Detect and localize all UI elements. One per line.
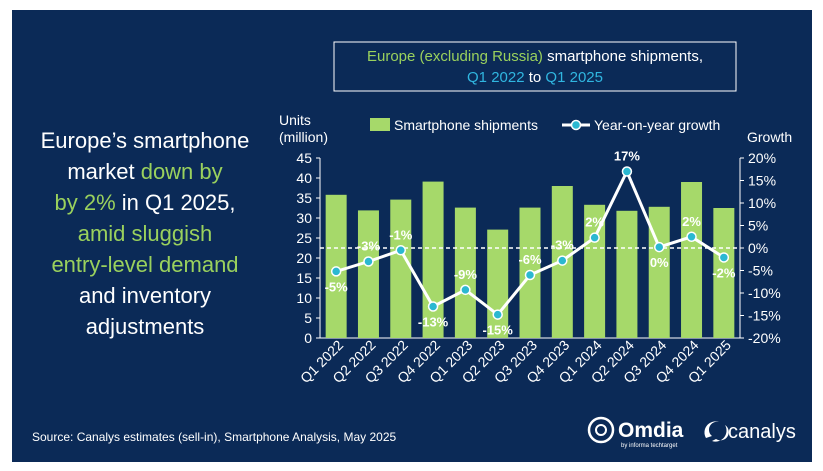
- growth-marker: [492, 309, 503, 320]
- growth-point-label: -9%: [454, 267, 478, 282]
- right-axis-title: Growth: [747, 129, 792, 145]
- bar-q1-2023: [454, 207, 476, 338]
- left-tick-label: 35: [296, 190, 312, 206]
- headline-segment: by 2%: [54, 190, 115, 215]
- growth-marker: [589, 232, 600, 243]
- left-tick-label: 45: [296, 150, 312, 166]
- left-axis-title-line2: (million): [279, 129, 328, 145]
- bar-q1-2025: [713, 208, 735, 338]
- growth-point-label: -1%: [389, 227, 413, 242]
- canalys-logo-text: canalys: [728, 421, 796, 443]
- growth-point-label: 2%: [682, 214, 701, 229]
- omdia-logo: Omdia by informa techtarget: [587, 416, 684, 449]
- bar-q3-2024: [648, 206, 670, 338]
- bar-q4-2024: [681, 182, 703, 338]
- chart-title-box: [333, 41, 737, 92]
- left-tick-label: 20: [296, 250, 312, 266]
- left-tick-label: 40: [296, 170, 312, 186]
- legend-line-marker: [570, 119, 582, 131]
- growth-point-label: -3%: [357, 239, 381, 254]
- growth-point-label: -6%: [518, 252, 542, 267]
- growth-marker: [686, 231, 697, 242]
- growth-point-label: -3%: [551, 238, 575, 253]
- growth-point-label: -15%: [483, 323, 514, 338]
- omdia-logo-icon-inner: [595, 424, 607, 436]
- omdia-logo-icon: [587, 416, 615, 444]
- canalys-logo-icon-2: [712, 425, 729, 442]
- right-axis-ticks: -20% -15% -10% -5% 0% 5% 10% 15% 20%: [740, 150, 781, 346]
- left-axis-title-line1: Units: [279, 112, 311, 128]
- left-tick-label: 5: [304, 310, 312, 326]
- right-tick-label: 20%: [748, 150, 776, 166]
- left-tick-label: 0: [304, 330, 312, 346]
- right-tick-label: 10%: [748, 195, 776, 211]
- growth-marker: [557, 255, 568, 266]
- right-tick-label: 5%: [748, 218, 768, 234]
- growth-marker: [395, 245, 407, 256]
- right-tick-label: 15%: [748, 173, 776, 189]
- right-tick-label: 0%: [748, 240, 768, 256]
- left-axis-ticks: 0 5 10 15 20 25 30 35 40 45: [296, 150, 320, 346]
- chart-title-segment: to: [525, 69, 546, 86]
- legend-bar-swatch: [370, 118, 390, 131]
- headline-segment: in Q1 2025,: [116, 190, 236, 215]
- growth-marker: [621, 166, 633, 177]
- legend-bar-label: Smartphone shipments: [394, 117, 538, 133]
- growth-marker: [718, 252, 730, 263]
- bar-q2-2022: [357, 210, 379, 338]
- chart-title-line2: Q1 2022 to Q1 2025: [467, 69, 603, 86]
- growth-marker: [427, 301, 439, 312]
- bar-q2-2024: [616, 210, 638, 338]
- omdia-logo-text: Omdia: [618, 419, 684, 442]
- growth-markers: [330, 166, 730, 320]
- growth-marker: [363, 256, 374, 267]
- canalys-logo-icon: [704, 421, 719, 438]
- bar-q1-2024: [584, 204, 606, 338]
- growth-point-label: 2%: [585, 215, 604, 230]
- bar-q3-2022: [390, 199, 412, 338]
- omdia-logo-subtext: by informa techtarget: [621, 443, 678, 449]
- right-tick-label: -10%: [748, 285, 781, 301]
- source-footnote: Source: Canalys estimates (sell-in), Sma…: [32, 430, 396, 444]
- chart-title-line1: Europe (excluding Russia) smartphone shi…: [367, 48, 703, 65]
- headline-segment: Europe’s smartphone: [41, 128, 250, 153]
- right-tick-label: -20%: [748, 330, 781, 346]
- left-tick-label: 25: [296, 230, 312, 246]
- background-panel: [12, 10, 812, 462]
- left-tick-label: 15: [296, 270, 312, 286]
- growth-marker: [524, 269, 536, 281]
- right-tick-label: -5%: [748, 263, 773, 279]
- growth-point-label: -2%: [712, 265, 736, 280]
- chart-title-segment: Europe (excluding Russia): [367, 48, 543, 65]
- left-tick-label: 30: [296, 210, 312, 226]
- right-tick-label: -15%: [748, 308, 781, 324]
- growth-marker: [330, 266, 342, 277]
- growth-marker: [460, 284, 471, 296]
- growth-point-labels: -5% -3% -1% -13% -9% -15% -6% -3% 2% 17% 0% 2% -2%: [325, 149, 736, 338]
- headline-segment: market: [67, 159, 140, 184]
- chart-title-segment: Q1 2025: [545, 69, 603, 86]
- legend-line-label: Year-on-year growth: [594, 117, 720, 133]
- headline-segment: down by: [141, 159, 223, 184]
- chart-title-segment: Q1 2022: [467, 69, 525, 86]
- headline-segment: and inventory: [79, 283, 211, 308]
- growth-marker: [653, 241, 665, 253]
- canalys-logo: canalys: [704, 421, 796, 443]
- growth-point-label: -5%: [325, 279, 349, 294]
- headline: Europe’s smartphone market down by by 2% i…: [41, 128, 250, 339]
- chart-title-segment: smartphone shipments,: [543, 48, 703, 65]
- headline-segment: adjustments: [86, 314, 205, 339]
- growth-point-label: 17%: [614, 149, 640, 164]
- growth-point-label: -13%: [418, 315, 449, 330]
- left-tick-label: 10: [296, 290, 312, 306]
- growth-point-label: 0%: [650, 255, 669, 270]
- headline-segment: amid sluggish: [78, 221, 213, 246]
- legend: Smartphone shipments Year-on-year growth: [370, 117, 720, 133]
- headline-segment: entry-level demand: [51, 252, 238, 277]
